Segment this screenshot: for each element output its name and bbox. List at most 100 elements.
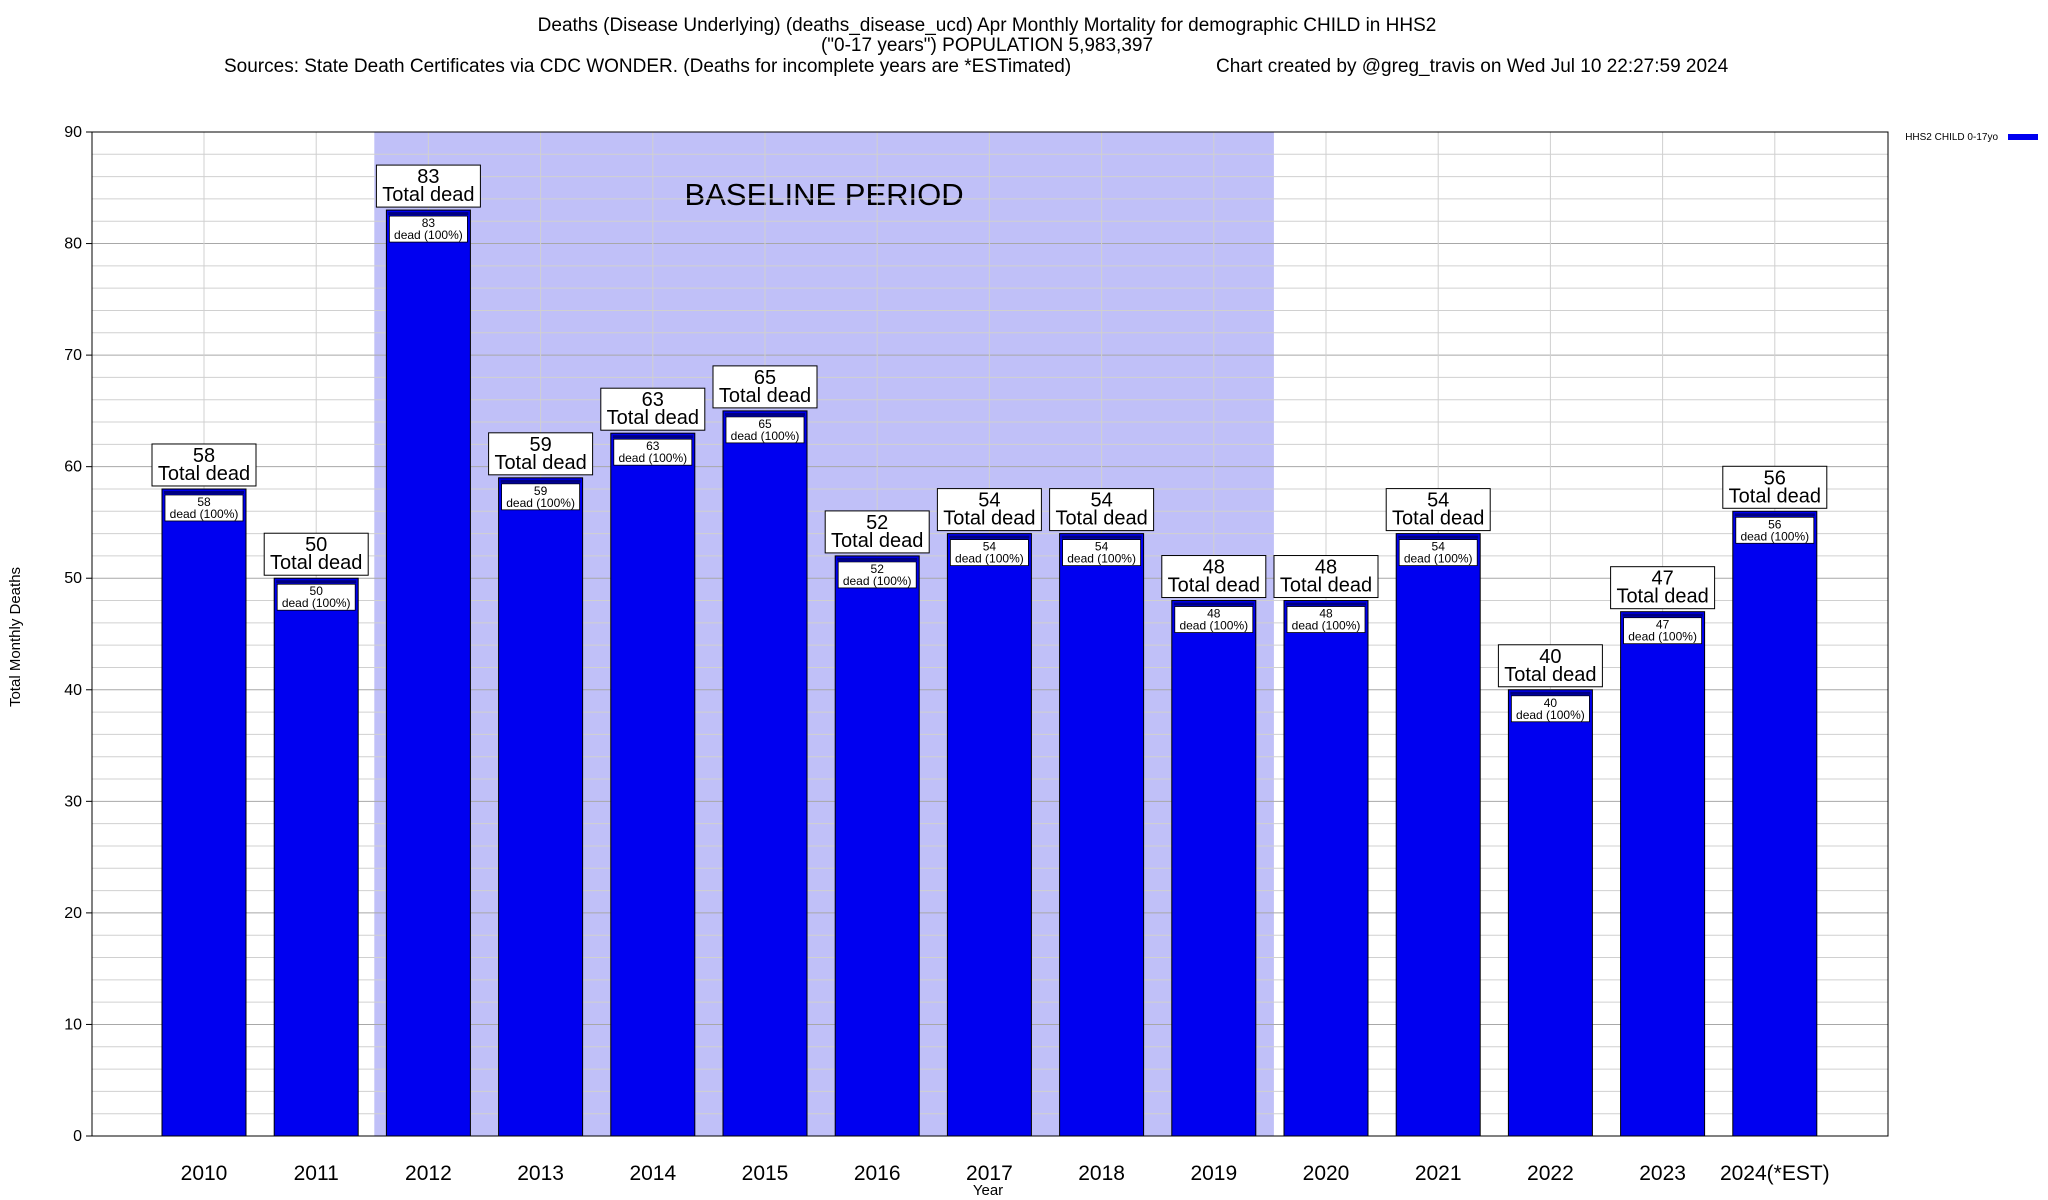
bar-cap-2020	[1286, 602, 1366, 606]
bar-total-value: 40	[1539, 646, 1561, 668]
bar-total-label-box	[263, 532, 369, 576]
bar-inner-label: dead (100%)	[731, 429, 800, 443]
bar-total-value: 56	[1764, 467, 1786, 489]
bar-inner-label: dead (100%)	[1628, 630, 1697, 644]
bar-inner-label: dead (100%)	[1292, 619, 1361, 633]
bar-total-label: Total dead	[382, 184, 474, 206]
bar-total-label-box	[488, 432, 594, 476]
x-tick-label: 2015	[742, 1162, 789, 1185]
bar-total-label: Total dead	[1280, 575, 1372, 597]
bar-inner-value: 40	[1544, 696, 1558, 710]
bar-inner-label-box	[613, 438, 693, 466]
bar-2014	[610, 432, 696, 1137]
bar-inner-value: 50	[310, 584, 324, 598]
y-tick-label: 0	[73, 1128, 82, 1145]
bar-inner-value: 83	[422, 216, 436, 230]
bar-cap-2011	[276, 580, 357, 584]
bar-total-value: 54	[1090, 490, 1112, 512]
bar-cap-2016	[837, 557, 918, 561]
bar-inner-label: dead (100%)	[170, 507, 239, 521]
bar-total-value: 47	[1651, 568, 1673, 590]
x-tick-label: 2014	[629, 1162, 676, 1185]
y-tick-label: 80	[64, 236, 82, 253]
bar-inner-label-box	[1623, 617, 1702, 645]
x-tick-label: 2023	[1639, 1162, 1686, 1185]
baseline-period-label: BASELINE PERIOD	[685, 177, 964, 212]
bar-inner-value: 59	[534, 484, 548, 498]
plot-border	[91, 131, 1889, 1137]
y-tick-label: 90	[64, 124, 82, 141]
bar-2020	[1283, 600, 1369, 1137]
bar-inner-value: 54	[1095, 540, 1109, 554]
bar-cap-2010	[164, 490, 244, 494]
bar-inner-value: 48	[1319, 607, 1333, 621]
bar-inner-value: 48	[1207, 607, 1221, 621]
bar-inner-value: 52	[871, 562, 885, 576]
x-tick-label: 2018	[1078, 1162, 1125, 1185]
bar-inner-label: dead (100%)	[618, 451, 687, 465]
x-tick-label: 2022	[1527, 1162, 1574, 1185]
x-tick-label: 2013	[517, 1162, 564, 1185]
bar-inner-label-box	[1062, 539, 1141, 566]
x-tick-label: 2011	[294, 1162, 339, 1185]
bar-total-label: Total dead	[607, 407, 699, 429]
bar-cap-2023	[1622, 613, 1703, 617]
y-axis-label: Total Monthly Deaths	[7, 567, 24, 707]
bar-inner-label-box	[501, 483, 581, 511]
x-tick-label: 2016	[854, 1162, 901, 1185]
bar-inner-value: 63	[646, 439, 660, 453]
bar-inner-label-box	[725, 416, 805, 444]
bar-inner-value: 58	[197, 495, 211, 509]
bar-inner-label-box	[1286, 606, 1366, 633]
x-axis-label: Year	[973, 1182, 1003, 1199]
bar-inner-value: 54	[1432, 540, 1446, 554]
x-tick-label: 2017	[966, 1162, 1013, 1185]
bar-inner-label: dead (100%)	[282, 596, 351, 610]
bar-inner-value: 56	[1768, 517, 1782, 531]
bar-total-value: 83	[417, 166, 439, 188]
bar-total-label-box	[1161, 555, 1267, 599]
bar-total-label-box	[1049, 488, 1155, 532]
bar-inner-label: dead (100%)	[843, 574, 912, 588]
bar-2023	[1620, 611, 1706, 1137]
y-tick-label: 20	[64, 905, 82, 922]
bar-total-label-box	[1497, 644, 1603, 688]
bar-total-label-box	[1610, 566, 1716, 610]
legend: HHS2 CHILD 0-17yo	[1905, 132, 2038, 143]
bar-total-label: Total dead	[1729, 485, 1821, 507]
bar-inner-label: dead (100%)	[506, 496, 575, 510]
bar-total-label: Total dead	[494, 452, 586, 474]
bar-inner-label-box	[1174, 606, 1254, 633]
y-tick-label: 30	[64, 793, 82, 810]
bar-total-label-box	[1385, 488, 1491, 532]
bar-total-label: Total dead	[1168, 575, 1260, 597]
bar-total-label-box	[936, 488, 1042, 532]
y-tick-label: 10	[64, 1016, 82, 1033]
bar-cap-2019	[1173, 602, 1254, 606]
y-tick-label: 60	[64, 459, 82, 476]
bar-cap-2018	[1061, 535, 1142, 539]
bar-2015	[722, 410, 808, 1137]
bar-total-value: 52	[866, 512, 888, 534]
x-tick-label: 2019	[1190, 1162, 1237, 1185]
bar-inner-label-box	[276, 583, 356, 611]
bar-total-value: 48	[1203, 557, 1225, 579]
bar-2024(*EST)	[1732, 510, 1818, 1137]
bar-2019	[1171, 600, 1257, 1137]
bar-inner-label: dead (100%)	[1179, 619, 1248, 633]
bar-2012	[385, 209, 471, 1137]
x-tick-label: 2020	[1303, 1162, 1350, 1185]
bar-total-label-box	[375, 164, 481, 208]
bar-total-value: 58	[193, 445, 215, 467]
bar-2022	[1507, 689, 1593, 1137]
bar-inner-label-box	[1398, 539, 1478, 566]
bar-total-value: 59	[529, 434, 551, 456]
bar-total-label: Total dead	[1055, 508, 1147, 530]
bar-inner-label-box	[388, 215, 468, 243]
chart-title: Deaths (Disease Underlying) (deaths_dise…	[224, 15, 1729, 77]
bar-cap-2013	[500, 479, 581, 483]
bar-inner-label: dead (100%)	[1067, 552, 1136, 566]
bar-total-label-box	[600, 387, 706, 431]
bar-inner-label: dead (100%)	[1404, 552, 1473, 566]
